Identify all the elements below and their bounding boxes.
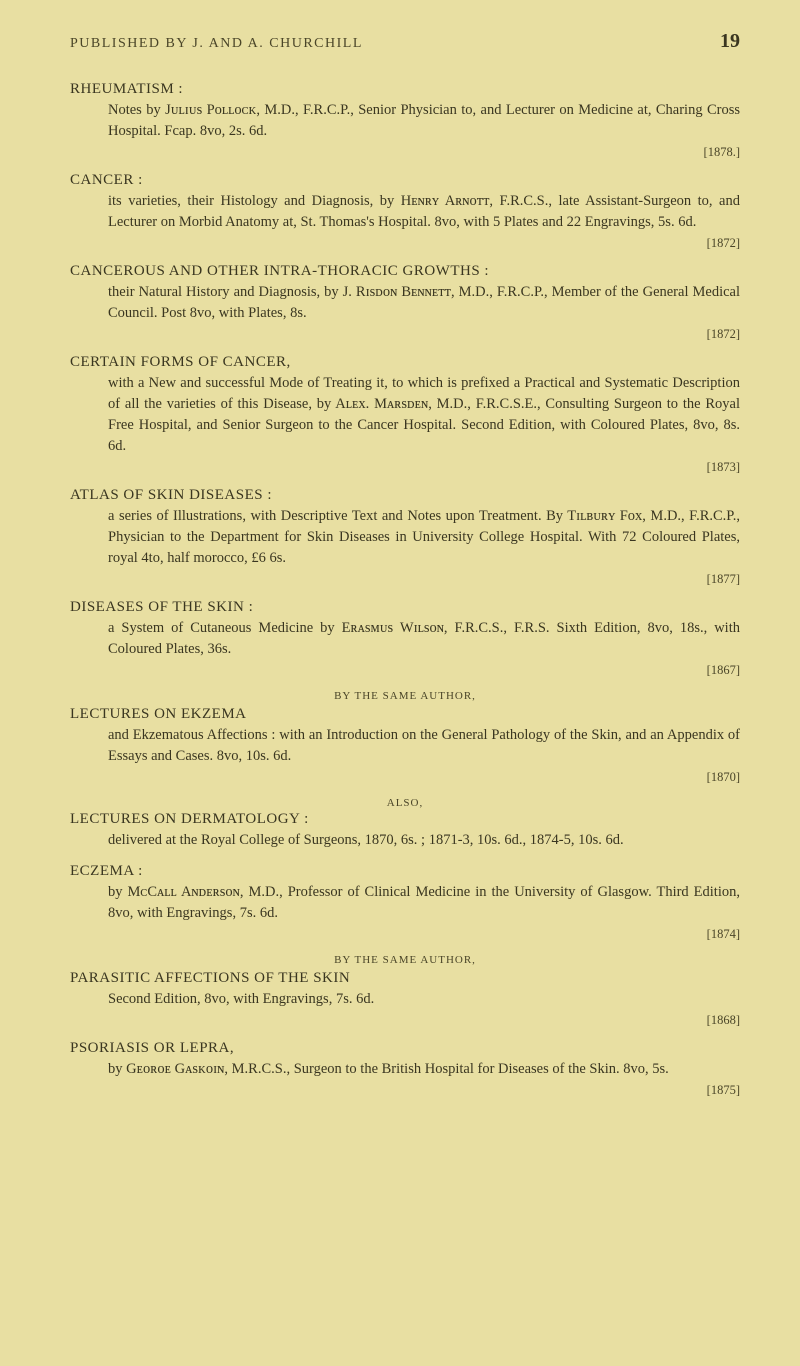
year-row: [1875] xyxy=(70,1083,740,1098)
year-row: [1873] xyxy=(70,460,740,475)
entry-title: PSORIASIS OR LEPRA, xyxy=(70,1040,740,1057)
year-row: [1868] xyxy=(70,1013,740,1028)
entry-title: RHEUMATISM : xyxy=(70,81,740,98)
year-row: [1872] xyxy=(70,327,740,342)
entry-lectures-dermatology: LECTURES ON DERMATOLOGY : delivered at t… xyxy=(70,811,740,851)
entry-eczema: ECZEMA : by MᴄCᴀʟʟ Aɴᴅᴇʀsᴏɴ, M.D., Profe… xyxy=(70,863,740,942)
running-header: PUBLISHED BY J. AND A. CHURCHILL xyxy=(70,36,363,52)
page-number: 19 xyxy=(720,30,740,53)
year-row: [1867] xyxy=(70,663,740,678)
year-tag: [1878.] xyxy=(704,145,740,160)
entry-title: PARASITIC AFFECTIONS OF THE SKIN xyxy=(70,970,740,987)
entry-atlas-skin: ATLAS OF SKIN DISEASES : a series of Ill… xyxy=(70,487,740,587)
entry-title: CANCER : xyxy=(70,172,740,189)
entry-parasitic-affections: PARASITIC AFFECTIONS OF THE SKIN Second … xyxy=(70,970,740,1028)
entry-body: Second Edition, 8vo, with Engravings, 7s… xyxy=(70,989,740,1010)
entry-title: ECZEMA : xyxy=(70,863,740,880)
year-tag: [1870] xyxy=(707,770,740,785)
entry-title: DISEASES OF THE SKIN : xyxy=(70,599,740,616)
year-row: [1870] xyxy=(70,770,740,785)
page-container: PUBLISHED BY J. AND A. CHURCHILL 19 RHEU… xyxy=(0,0,800,1150)
entry-title: CERTAIN FORMS OF CANCER, xyxy=(70,354,740,371)
year-tag: [1873] xyxy=(707,460,740,475)
entry-body: delivered at the Royal College of Surgeo… xyxy=(70,830,740,851)
year-row: [1872] xyxy=(70,236,740,251)
by-same-author: BY THE SAME AUTHOR, xyxy=(70,690,740,702)
year-tag: [1875] xyxy=(707,1083,740,1098)
year-tag: [1872] xyxy=(707,236,740,251)
year-tag: [1872] xyxy=(707,327,740,342)
year-tag: [1877] xyxy=(707,572,740,587)
year-tag: [1867] xyxy=(707,663,740,678)
entry-cancer: CANCER : its varieties, their Histology … xyxy=(70,172,740,251)
also-label: ALSO, xyxy=(70,797,740,809)
entry-body: and Ekzematous Affections : with an Intr… xyxy=(70,725,740,767)
entry-lectures-ekzema: LECTURES ON EKZEMA and Ekzematous Affect… xyxy=(70,706,740,785)
entry-body: its varieties, their Histology and Diagn… xyxy=(70,191,740,233)
entry-body: by MᴄCᴀʟʟ Aɴᴅᴇʀsᴏɴ, M.D., Professor of C… xyxy=(70,882,740,924)
year-row: [1874] xyxy=(70,927,740,942)
entry-diseases-skin: DISEASES OF THE SKIN : a System of Cutan… xyxy=(70,599,740,678)
entry-rheumatism: RHEUMATISM : Notes by Jᴜʟɪᴜs Pᴏʟʟᴏᴄᴋ, M.… xyxy=(70,81,740,160)
entry-body: Notes by Jᴜʟɪᴜs Pᴏʟʟᴏᴄᴋ, M.D., F.R.C.P.,… xyxy=(70,100,740,142)
entry-body: with a New and successful Mode of Treati… xyxy=(70,373,740,457)
header-row: PUBLISHED BY J. AND A. CHURCHILL 19 xyxy=(70,30,740,53)
year-tag: [1874] xyxy=(707,927,740,942)
entry-title: CANCEROUS AND OTHER INTRA-THORACIC GROWT… xyxy=(70,263,740,280)
entry-title: LECTURES ON DERMATOLOGY : xyxy=(70,811,740,828)
year-row: [1878.] xyxy=(70,145,740,160)
entry-body: their Natural History and Diagnosis, by … xyxy=(70,282,740,324)
entry-cancerous-growths: CANCEROUS AND OTHER INTRA-THORACIC GROWT… xyxy=(70,263,740,342)
entry-body: a series of Illustrations, with Descript… xyxy=(70,506,740,569)
entry-body: a System of Cutaneous Medicine by Eʀᴀsᴍᴜ… xyxy=(70,618,740,660)
entry-title: ATLAS OF SKIN DISEASES : xyxy=(70,487,740,504)
entry-title: LECTURES ON EKZEMA xyxy=(70,706,740,723)
entry-certain-forms-cancer: CERTAIN FORMS OF CANCER, with a New and … xyxy=(70,354,740,475)
year-tag: [1868] xyxy=(707,1013,740,1028)
year-row: [1877] xyxy=(70,572,740,587)
entry-body: by Gᴇᴏʀᴏᴇ Gᴀsᴋᴏɪɴ, M.R.C.S., Surgeon to … xyxy=(70,1059,740,1080)
entry-psoriasis: PSORIASIS OR LEPRA, by Gᴇᴏʀᴏᴇ Gᴀsᴋᴏɪɴ, M… xyxy=(70,1040,740,1098)
by-same-author: BY THE SAME AUTHOR, xyxy=(70,954,740,966)
